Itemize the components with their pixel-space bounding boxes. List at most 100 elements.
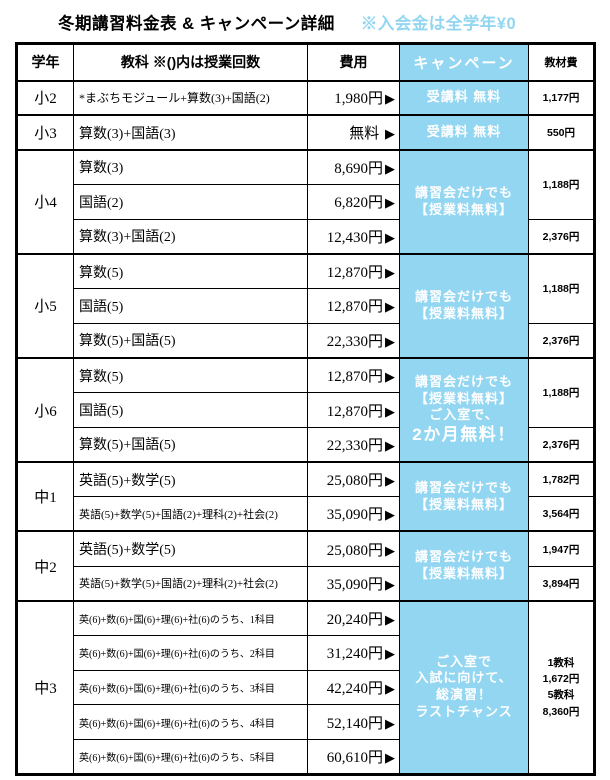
subject-cell: 英語(5)+数学(5)+国語(2)+理科(2)+社会(2)	[73, 565, 308, 602]
subject-cell: 算数(5)	[73, 252, 308, 290]
table-row: 英語(5)+数学(5)+国語(2)+理科(2)+社会(2) 35,090円 ▶ 3…	[17, 565, 595, 602]
campaign-line: 講習会だけでも	[414, 289, 513, 305]
subject-cell: 英(6)+数(6)+国(6)+理(6)+社(6)のうち、3科目	[73, 669, 308, 706]
fee-cell: 1,980円 ▶	[307, 79, 400, 116]
price-arrow-icon: ▶	[385, 682, 395, 698]
fee-value: 1,980円	[334, 91, 383, 108]
fee-value: 42,240円	[326, 681, 383, 698]
campaign-cell: 講習会だけでも 【授業料無料】	[399, 252, 529, 359]
subject-cell: 算数(3)	[73, 148, 308, 186]
campaign-line: 受講料 無料	[426, 124, 502, 140]
subject-cell: 英(6)+数(6)+国(6)+理(6)+社(6)のうち、2科目	[73, 635, 308, 671]
fee-value: 31,240円	[326, 646, 383, 663]
campaign-line: 講習会だけでも	[414, 185, 513, 201]
col-header-campaign: キャンペーン	[399, 43, 529, 82]
materials-cell: 2,376円	[528, 426, 595, 463]
fee-value: 35,090円	[326, 507, 383, 524]
table-row: 小6 算数(5) 12,870円 ▶ 講習会だけでも 【授業料無料】 ご入室で、 …	[16, 356, 595, 463]
price-arrow-icon: ▶	[385, 474, 395, 490]
fee-cell: 6,820円 ▶	[307, 184, 400, 220]
campaign-cell: 受講料 無料	[399, 114, 529, 151]
grade-cell: 小2	[16, 79, 74, 116]
page-title-note: ※入会金は全学年¥0	[360, 15, 517, 33]
fee-value: 6,820円	[334, 195, 383, 212]
campaign-line: 【授業料無料】	[414, 390, 513, 406]
fee-cell: 22,330円 ▶	[307, 426, 400, 463]
fee-value: 無料	[349, 126, 380, 143]
materials-cell: 3,564円	[528, 496, 595, 532]
campaign-line: 【授業料無料】	[414, 566, 513, 582]
fee-value: 22,330円	[326, 333, 383, 350]
campaign-line: 【授業料無料】	[414, 201, 513, 217]
table-row: 中3 英(6)+数(6)+国(6)+理(6)+社(6)のうち、1科目 20,24…	[16, 599, 595, 775]
table-row: 国語(5) 12,870円 ▶	[17, 288, 595, 324]
price-arrow-icon: ▶	[385, 127, 395, 143]
price-arrow-icon: ▶	[385, 404, 395, 420]
table-row: 英(6)+数(6)+国(6)+理(6)+社(6)のうち、4科目 52,140円 ▶	[17, 704, 595, 741]
price-arrow-icon: ▶	[385, 300, 395, 316]
fee-cell: 12,870円 ▶	[307, 357, 400, 394]
subject-cell: 英語(5)+数学(5)+国語(2)+理科(2)+社会(2)	[73, 496, 308, 532]
table-row: 小3 算数(3)+国語(3) 無料 ▶ 受講料 無料 550円	[16, 114, 595, 151]
materials-cell: 1,188円	[528, 252, 595, 324]
fee-value: 12,870円	[326, 369, 383, 386]
fee-value: 22,330円	[326, 437, 383, 454]
materials-cell: 1,947円	[528, 530, 595, 567]
campaign-line: 講習会だけでも	[414, 549, 513, 565]
fee-cell: 12,430円 ▶	[307, 218, 400, 255]
fee-cell: 12,870円 ▶	[307, 392, 400, 428]
price-arrow-icon: ▶	[385, 577, 395, 593]
campaign-cell: 講習会だけでも 【授業料無料】 ご入室で、 2か月無料！	[399, 356, 529, 463]
fee-value: 8,690円	[334, 160, 383, 177]
materials-cell: 1教科 1,672円 5教科 8,360円	[528, 599, 595, 775]
table-row: 英(6)+数(6)+国(6)+理(6)+社(6)のうち、2科目 31,240円 ▶	[17, 635, 595, 671]
campaign-line: 入試に向けて、	[415, 670, 513, 686]
campaign-line: 【授業料無料】	[414, 305, 513, 321]
subject-cell: 国語(5)	[73, 288, 308, 324]
table-row: 中1 英語(5)+数学(5) 25,080円 ▶ 講習会だけでも 【授業料無料】 …	[16, 461, 595, 532]
campaign-cell: 講習会だけでも 【授業料無料】	[399, 530, 529, 602]
materials-line: 1教科	[547, 656, 575, 669]
fee-cell: 20,240円 ▶	[307, 599, 400, 636]
subject-cell: 算数(3)+国語(3)	[73, 114, 308, 151]
campaign-line: 総演習！	[435, 687, 492, 703]
price-arrow-icon: ▶	[385, 230, 395, 246]
page-title: 冬期講習料金表 & キャンペーン詳細 ※入会金は全学年¥0	[58, 10, 516, 34]
materials-line: 8,360円	[542, 705, 580, 718]
table-row: 中2 英語(5)+数学(5) 25,080円 ▶ 講習会だけでも 【授業料無料】 …	[16, 530, 595, 602]
campaign-line: 講習会だけでも	[414, 373, 513, 389]
fee-value: 25,080円	[326, 542, 383, 559]
subject-cell: 算数(5)+国語(5)	[73, 322, 308, 359]
materials-cell: 2,376円	[528, 322, 595, 359]
subject-cell: 英語(5)+数学(5)	[73, 461, 308, 498]
price-arrow-icon: ▶	[385, 161, 395, 177]
table-row: 英語(5)+数学(5)+国語(2)+理科(2)+社会(2) 35,090円 ▶ 3…	[17, 496, 595, 532]
grade-cell: 中3	[16, 599, 74, 775]
campaign-line: ご入室で、	[429, 407, 499, 423]
subject-cell: 国語(5)	[73, 392, 308, 428]
col-header-fee: 費用	[307, 43, 400, 82]
grade-cell: 小4	[16, 148, 74, 255]
subject-cell: 英語(5)+数学(5)	[73, 530, 308, 567]
fee-cell: 25,080円 ▶	[307, 461, 400, 498]
materials-line: 5教科	[547, 689, 575, 702]
price-arrow-icon: ▶	[385, 750, 395, 766]
subject-cell: 算数(3)+国語(2)	[73, 218, 308, 255]
table-row: 算数(5)+国語(5) 22,330円 ▶ 2,376円	[17, 322, 595, 359]
campaign-cell: 受講料 無料	[399, 79, 529, 116]
price-arrow-icon: ▶	[385, 716, 395, 732]
price-arrow-icon: ▶	[385, 266, 395, 282]
price-arrow-icon: ▶	[385, 438, 395, 454]
campaign-cell: 講習会だけでも 【授業料無料】	[399, 461, 529, 532]
table-row: 小2 *まぶちモジュール+算数(3)+国語(2) 1,980円 ▶ 受講料 無料 …	[16, 79, 595, 116]
subject-cell: 算数(5)	[73, 357, 308, 394]
subject-cell: 英(6)+数(6)+国(6)+理(6)+社(6)のうち、1科目	[73, 599, 308, 636]
fee-value: 12,870円	[326, 403, 383, 420]
materials-cell: 1,782円	[528, 461, 595, 498]
campaign-line: 受講料 無料	[426, 89, 502, 105]
fee-cell: 22,330円 ▶	[307, 322, 400, 359]
materials-line: 1,672円	[542, 673, 580, 686]
grade-cell: 中1	[16, 461, 74, 532]
campaign-line: ラストチャンス	[415, 704, 513, 720]
